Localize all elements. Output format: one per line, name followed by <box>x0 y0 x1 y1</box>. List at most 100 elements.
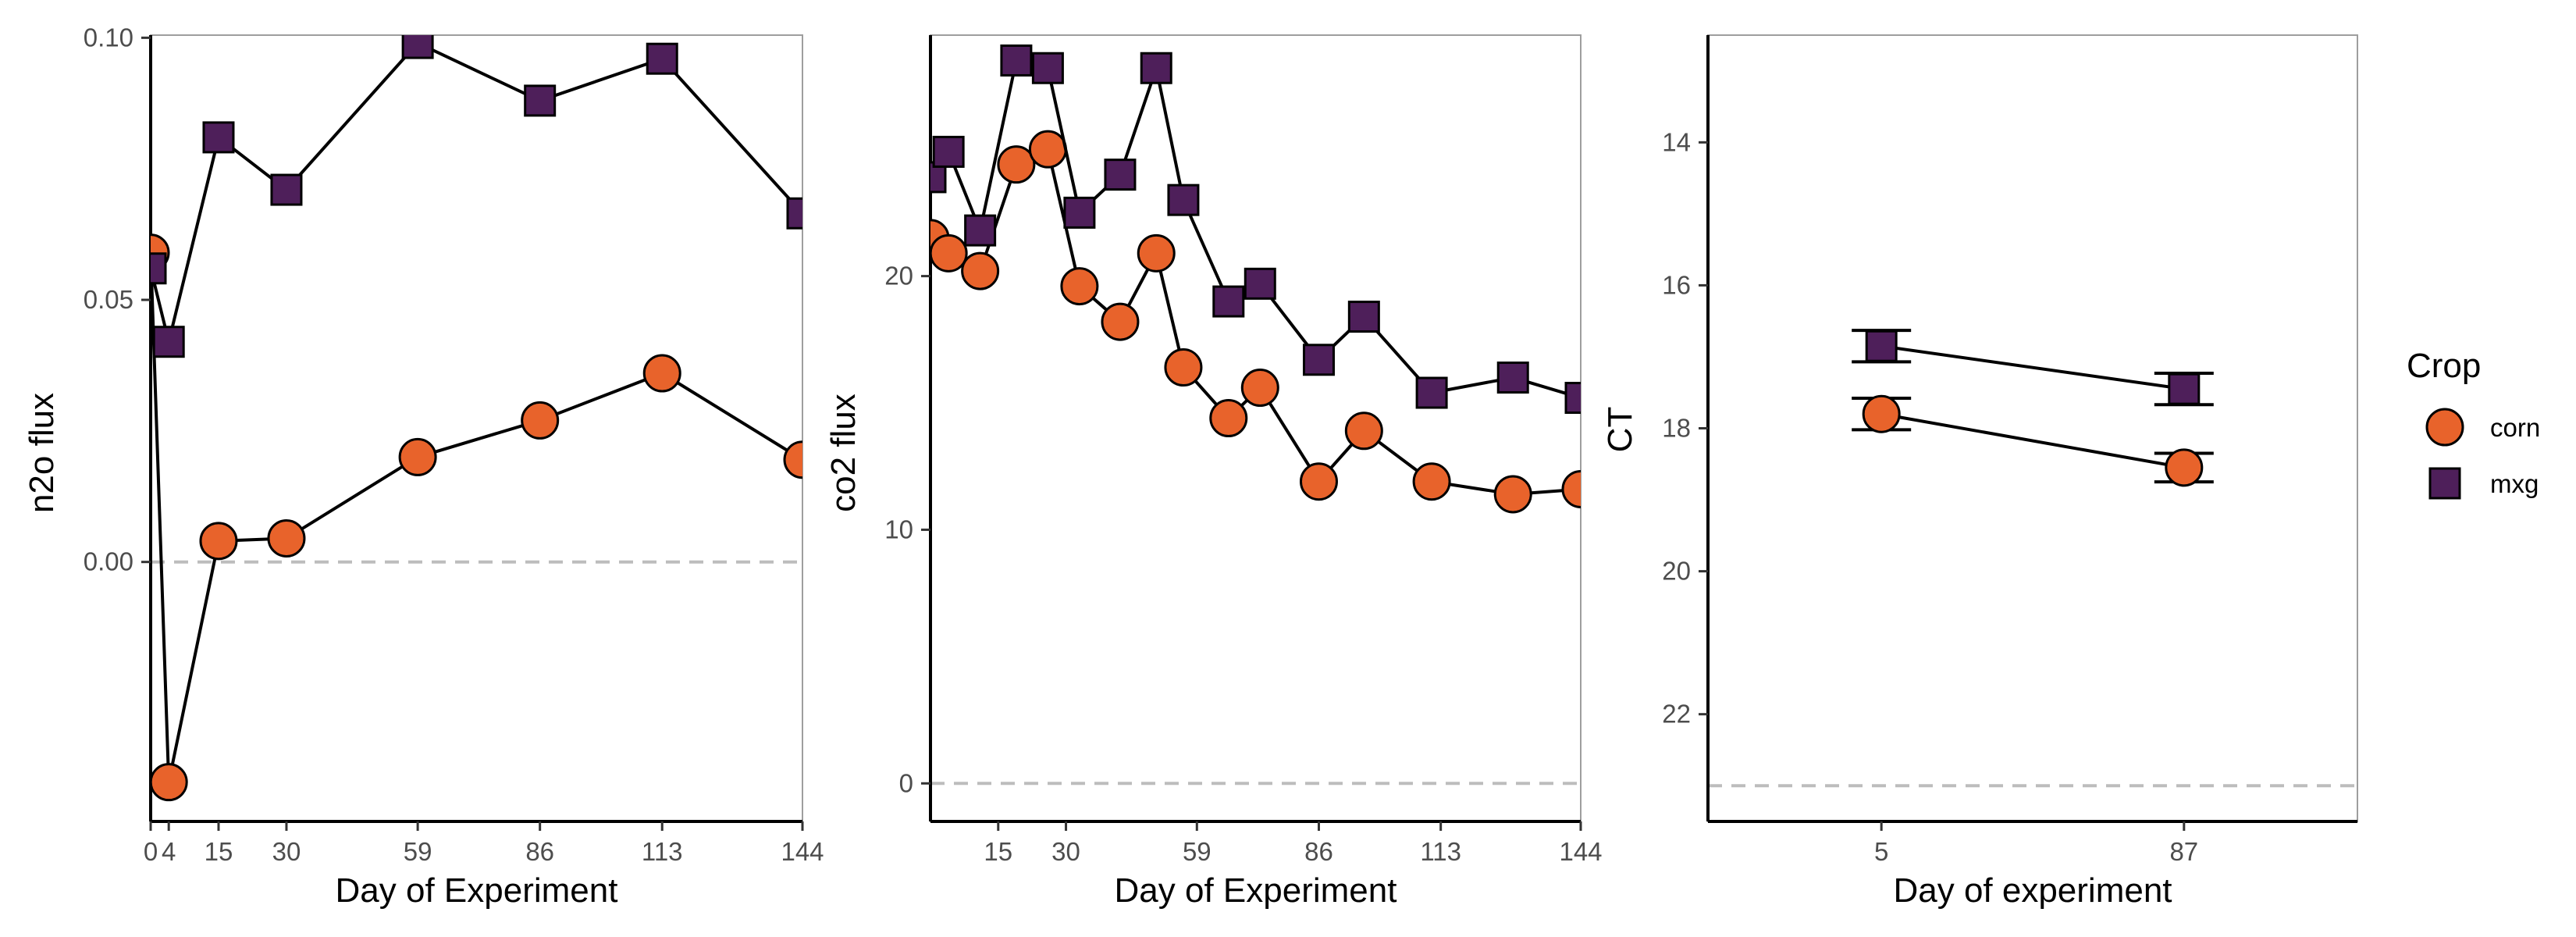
y-tick-label: 22 <box>1662 700 1691 729</box>
y-axis-title: n2o flux <box>23 393 61 513</box>
n2o-flux-panel: 0.00 0.05 0.10 0 4 15 30 59 86 113 144 Day of Exper… <box>23 23 824 910</box>
y-tick-label: 16 <box>1662 270 1691 299</box>
plot-frame <box>150 34 803 822</box>
y-tick-label: 10 <box>884 515 913 543</box>
data-point-corn <box>1299 462 1338 501</box>
y-tick-label: 14 <box>1662 127 1691 156</box>
legend-label-mxg: mxg <box>2490 469 2539 498</box>
data-point-corn <box>783 440 802 479</box>
data-point-mxg <box>1244 267 1276 300</box>
plot-frame <box>1707 34 2358 822</box>
series-line-corn <box>151 252 802 784</box>
data-point-mxg <box>786 197 802 230</box>
series-line-mxg <box>151 41 802 344</box>
data-point-corn <box>151 763 188 802</box>
data-point-corn <box>1028 130 1067 169</box>
data-point-mxg <box>1104 159 1137 191</box>
series-line-mxg <box>930 59 1581 400</box>
legend-label-corn: corn <box>2490 413 2540 442</box>
x-tick-label: 87 <box>2169 837 2198 866</box>
legend-key-corn <box>2425 408 2464 447</box>
data-point-mxg <box>1865 330 1898 362</box>
data-point-mxg <box>202 121 235 154</box>
series-line-corn <box>930 148 1581 496</box>
data-point-corn <box>1344 411 1383 451</box>
plot-area <box>151 35 802 802</box>
x-tick-label: 0 <box>144 837 158 866</box>
data-point-mxg <box>524 84 557 117</box>
data-point-mxg <box>1031 52 1064 84</box>
data-point-corn <box>930 233 968 273</box>
legend: Crop corn mxg <box>2407 347 2540 500</box>
y-axis-title: CT <box>1601 407 1639 453</box>
data-point-corn <box>1209 399 1248 438</box>
plot-area <box>930 44 1581 514</box>
data-point-corn <box>997 145 1036 184</box>
ct-panel: 14 16 18 20 22 5 87 Day of experiment CT <box>1601 34 2358 910</box>
co2-flux-panel: 0 10 20 15 30 59 86 113 144 Day of Experiment co2 … <box>824 34 1603 910</box>
y-tick-label: 20 <box>1662 557 1691 586</box>
data-point-mxg <box>152 326 185 358</box>
y-tick-label: 20 <box>884 262 913 290</box>
x-tick-label: 15 <box>984 837 1012 866</box>
series-line-mxg <box>1880 344 2185 391</box>
data-point-mxg <box>2168 372 2201 405</box>
x-tick-label: 59 <box>404 837 432 866</box>
data-point-corn <box>1493 475 1532 514</box>
y-tick-label: 18 <box>1662 414 1691 443</box>
data-point-mxg <box>964 214 997 247</box>
x-axis-title: Day of Experiment <box>1115 871 1397 910</box>
data-point-mxg <box>1063 196 1096 229</box>
x-axis-title: Day of experiment <box>1893 871 2172 910</box>
data-point-mxg <box>932 135 965 168</box>
data-point-corn <box>1164 348 1203 387</box>
data-point-corn <box>521 401 560 440</box>
y-axis-title: co2 flux <box>824 394 863 512</box>
plot-area <box>1852 329 2214 487</box>
data-point-mxg <box>1167 183 1200 216</box>
data-point-mxg <box>401 35 434 59</box>
x-tick-label: 113 <box>642 837 683 866</box>
x-tick-label: 30 <box>272 837 301 866</box>
data-point-corn <box>2165 448 2204 487</box>
legend-title: Crop <box>2407 347 2481 385</box>
x-tick-label: 86 <box>1304 837 1333 866</box>
y-tick-label: 0 <box>899 768 913 797</box>
x-tick-label: 15 <box>205 837 233 866</box>
data-point-mxg <box>1347 301 1380 333</box>
data-point-corn <box>1412 462 1451 501</box>
data-point-mxg <box>1415 376 1448 409</box>
data-point-mxg <box>1000 44 1033 77</box>
data-point-mxg <box>1496 362 1529 394</box>
x-tick-label: 144 <box>781 837 824 866</box>
data-point-mxg <box>1564 382 1581 415</box>
data-point-corn <box>1862 394 1901 433</box>
y-tick-label: 0.00 <box>84 547 133 576</box>
x-tick-label: 86 <box>525 837 554 866</box>
data-point-corn <box>1101 302 1140 341</box>
x-tick-label: 30 <box>1051 837 1080 866</box>
data-point-corn <box>642 354 681 393</box>
data-point-corn <box>1137 233 1176 273</box>
data-point-mxg <box>930 161 947 194</box>
legend-key-mxg <box>2428 467 2461 500</box>
x-axis-title: Day of Experiment <box>336 871 618 910</box>
data-point-mxg <box>151 252 167 285</box>
y-tick-label: 0.10 <box>84 23 133 52</box>
data-point-corn <box>199 522 238 561</box>
y-tick-label: 0.05 <box>84 285 133 314</box>
x-tick-label: 5 <box>1874 837 1888 866</box>
data-point-corn <box>267 518 306 558</box>
data-point-mxg <box>1302 344 1335 376</box>
x-tick-label: 144 <box>1559 837 1602 866</box>
data-point-mxg <box>646 42 678 75</box>
series-line-corn <box>1880 412 2185 469</box>
x-tick-label: 113 <box>1420 837 1461 866</box>
data-point-mxg <box>1212 285 1245 318</box>
data-point-corn <box>1240 369 1279 408</box>
data-point-corn <box>961 251 1000 290</box>
data-point-corn <box>398 437 437 476</box>
x-tick-label: 4 <box>162 837 176 866</box>
data-point-corn <box>1561 469 1581 508</box>
